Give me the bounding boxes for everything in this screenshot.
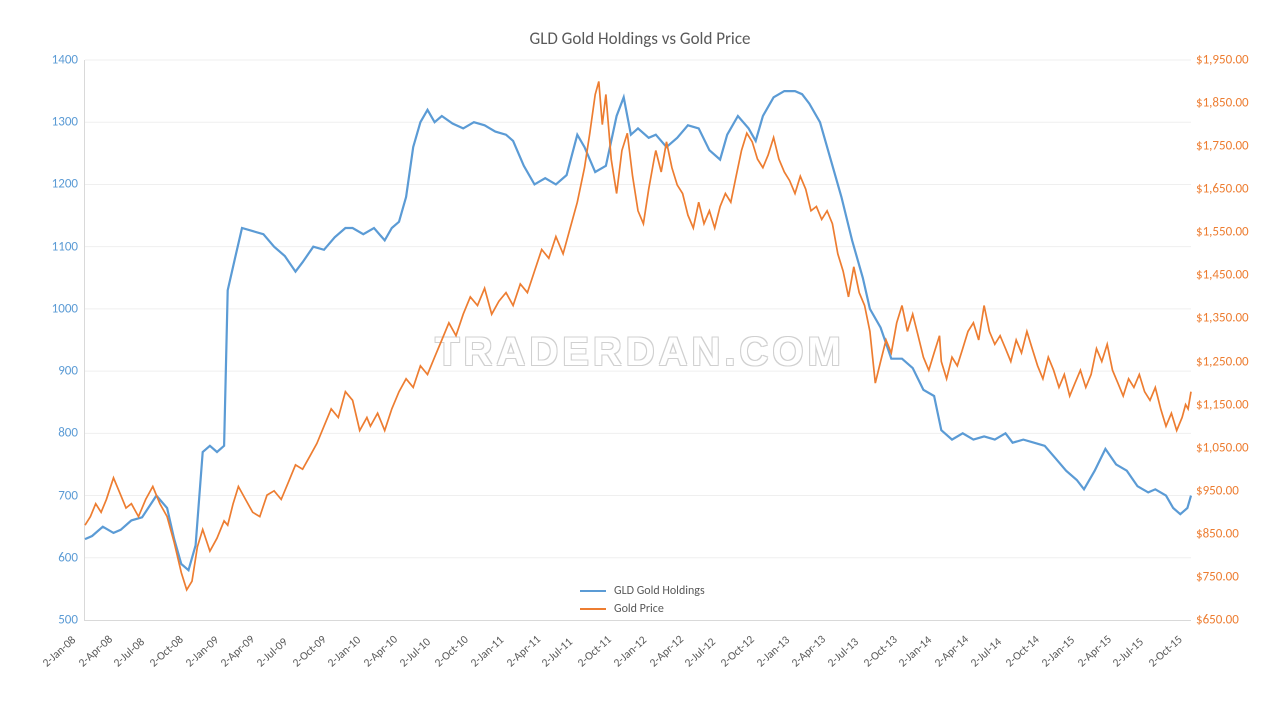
x-tick-label: 2-Apr-10	[361, 633, 401, 671]
x-tick-label: 2-Apr-08	[76, 633, 116, 671]
x-tick-label: 2-Jan-08	[40, 633, 79, 670]
legend-item-holdings: GLD Gold Holdings	[580, 582, 705, 600]
plot-area	[84, 60, 1191, 621]
series-holdings-line	[85, 91, 1191, 570]
y-right-tick-label: $650.00	[1196, 613, 1239, 628]
x-tick-label: 2-Jan-10	[325, 633, 364, 670]
y-right-tick-label: $950.00	[1196, 483, 1239, 498]
y-right-tick-label: $1,150.00	[1196, 397, 1249, 412]
y-right-tick-label: $1,350.00	[1196, 311, 1249, 326]
x-tick-label: 2-Oct-13	[861, 633, 900, 671]
y-left-tick-label: 1400	[28, 53, 78, 68]
x-tick-label: 2-Jul-09	[254, 635, 291, 670]
y-right-tick-label: $1,050.00	[1196, 440, 1249, 455]
x-tick-label: 2-Apr-12	[647, 633, 687, 671]
x-tick-label: 2-Apr-09	[218, 633, 258, 671]
y-right-tick-label: $1,850.00	[1196, 96, 1249, 111]
y-left-tick-label: 1000	[28, 301, 78, 316]
legend: GLD Gold Holdings Gold Price	[580, 582, 705, 618]
y-left-tick-label: 900	[28, 364, 78, 379]
y-right-tick-label: $850.00	[1196, 526, 1239, 541]
y-right-tick-label: $1,550.00	[1196, 225, 1249, 240]
series-price-line	[85, 82, 1191, 590]
x-tick-label: 2-Apr-15	[1075, 633, 1115, 671]
x-tick-label: 2-Jan-09	[183, 633, 222, 670]
chart-container: GLD Gold Holdings vs Gold Price TRADERDA…	[0, 0, 1280, 720]
y-right-tick-label: $1,750.00	[1196, 139, 1249, 154]
x-tick-label: 2-Jul-08	[111, 635, 148, 670]
x-tick-label: 2-Oct-12	[718, 633, 757, 671]
y-left-tick-label: 700	[28, 488, 78, 503]
x-tick-label: 2-Jan-11	[468, 633, 507, 670]
chart-title: GLD Gold Holdings vs Gold Price	[0, 28, 1280, 49]
y-left-tick-label: 1100	[28, 239, 78, 254]
x-tick-label: 2-Jul-15	[1110, 635, 1147, 670]
legend-swatch-holdings	[580, 590, 606, 592]
x-tick-label: 2-Oct-14	[1003, 633, 1042, 671]
legend-label-price: Gold Price	[614, 602, 664, 616]
x-tick-label: 2-Jul-12	[682, 635, 719, 670]
x-tick-label: 2-Apr-11	[504, 633, 544, 671]
y-right-tick-label: $1,650.00	[1196, 182, 1249, 197]
x-tick-label: 2-Oct-10	[432, 633, 471, 671]
x-tick-label: 2-Jan-13	[754, 633, 793, 670]
y-left-tick-label: 800	[28, 426, 78, 441]
legend-label-holdings: GLD Gold Holdings	[614, 584, 705, 598]
y-right-tick-label: $750.00	[1196, 569, 1239, 584]
x-tick-label: 2-Oct-15	[1146, 633, 1185, 671]
y-right-tick-label: $1,450.00	[1196, 268, 1249, 283]
x-tick-label: 2-Oct-08	[147, 633, 186, 671]
chart-svg	[85, 60, 1191, 620]
y-right-tick-label: $1,250.00	[1196, 354, 1249, 369]
x-tick-label: 2-Jul-10	[397, 635, 434, 670]
y-left-tick-label: 1300	[28, 115, 78, 130]
legend-item-price: Gold Price	[580, 600, 705, 618]
x-tick-label: 2-Oct-11	[575, 633, 614, 671]
y-left-tick-label: 600	[28, 550, 78, 565]
x-tick-label: 2-Apr-14	[932, 633, 972, 671]
x-tick-label: 2-Oct-09	[290, 633, 329, 671]
x-tick-label: 2-Jan-12	[611, 633, 650, 670]
y-left-tick-label: 500	[28, 613, 78, 628]
y-left-tick-label: 1200	[28, 177, 78, 192]
y-right-tick-label: $1,950.00	[1196, 53, 1249, 68]
x-tick-label: 2-Jan-15	[1039, 633, 1078, 670]
x-tick-label: 2-Jul-14	[968, 635, 1005, 670]
x-tick-label: 2-Jan-14	[896, 633, 935, 670]
x-tick-label: 2-Jul-13	[825, 635, 862, 670]
x-tick-label: 2-Jul-11	[539, 635, 576, 670]
legend-swatch-price	[580, 608, 606, 610]
x-tick-label: 2-Apr-13	[789, 633, 829, 671]
